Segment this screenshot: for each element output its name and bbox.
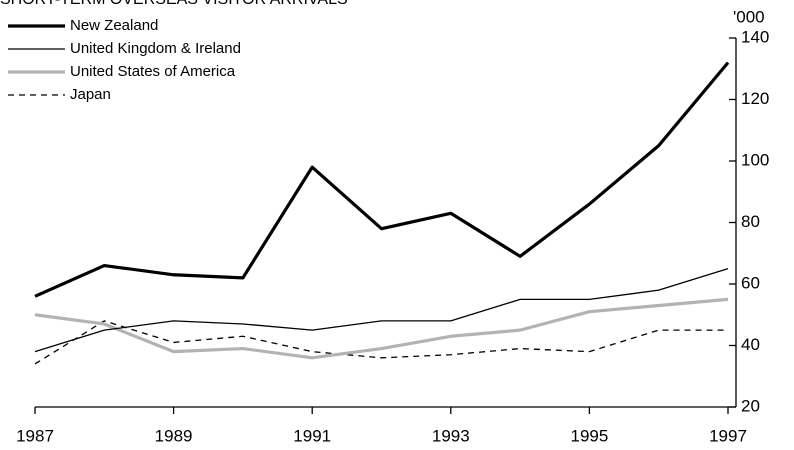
x-tick-label: 1993 (432, 426, 470, 445)
series-line (34, 61, 730, 298)
y-tick-label: 100 (741, 150, 769, 169)
y-tick-label: 80 (741, 212, 760, 231)
legend-label: Japan (70, 86, 111, 103)
legend-label: United Kingdom & Ireland (70, 40, 241, 57)
x-tick-label: 1987 (16, 426, 54, 445)
legend-label: New Zealand (70, 17, 158, 34)
y-tick-label: 40 (741, 335, 760, 354)
chart-title: SHORT-TERM OVERSEAS VISITOR ARRIVALS (0, 0, 348, 8)
series-line (34, 320, 728, 365)
y-tick-label: 60 (741, 273, 760, 292)
series-line (34, 297, 729, 360)
x-tick-label: 1997 (709, 426, 747, 445)
y-tick-label: 140 (741, 27, 769, 46)
y-tick-label: 120 (741, 89, 769, 108)
y-unit-label: '000 (733, 7, 765, 26)
x-tick-label: 1991 (293, 426, 331, 445)
y-tick-label: 20 (741, 396, 760, 415)
series-line (34, 268, 729, 353)
x-tick-label: 1995 (570, 426, 608, 445)
x-tick-label: 1989 (155, 426, 193, 445)
legend-label: United States of America (70, 63, 236, 80)
